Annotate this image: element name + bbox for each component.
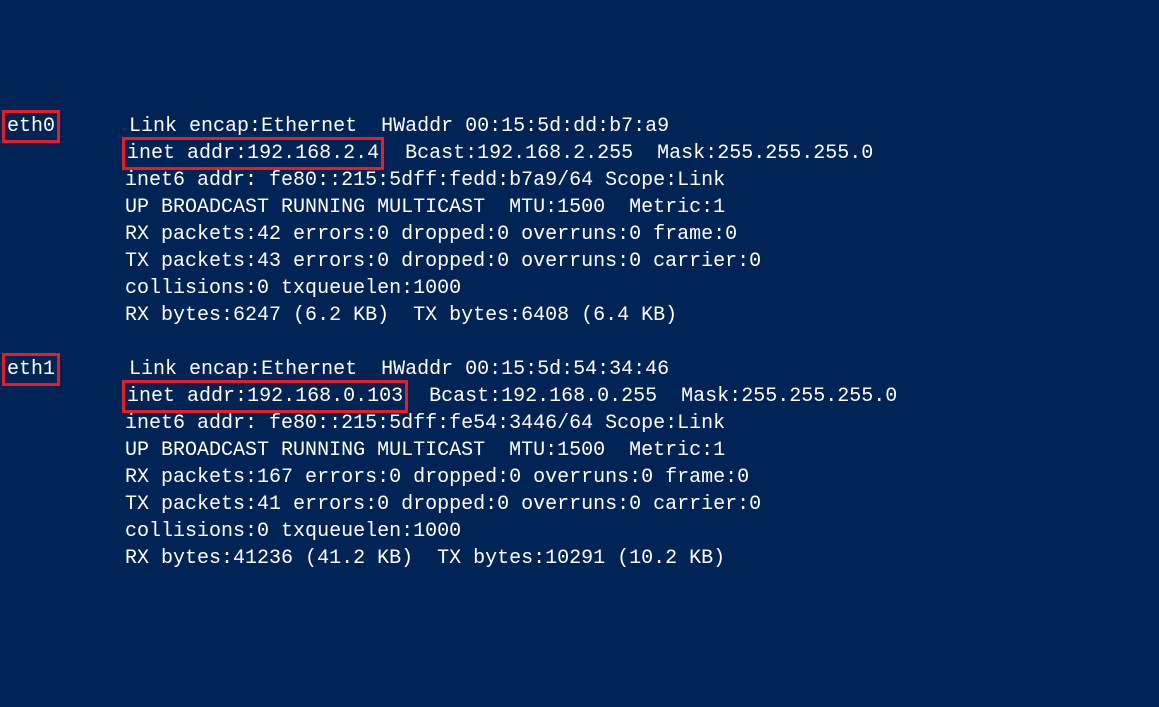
eth0-line4: UP BROADCAST RUNNING MULTICAST MTU:1500 …: [5, 194, 1159, 221]
hwaddr-value: 00:15:5d:54:34:46: [465, 358, 669, 381]
mask-value: 255.255.255.0: [717, 142, 873, 165]
inet-addr-value: 192.168.2.4: [247, 142, 379, 165]
hwaddr-label: HWaddr: [381, 358, 453, 381]
eth1-line4: UP BROADCAST RUNNING MULTICAST MTU:1500 …: [5, 437, 1159, 464]
eth0-line6: TX packets:43 errors:0 dropped:0 overrun…: [5, 248, 1159, 275]
eth0-line3: inet6 addr: fe80::215:5dff:fedd:b7a9/64 …: [5, 167, 1159, 194]
link-encap-value: Ethernet: [261, 358, 357, 381]
eth0-line1: eth0 Link encap:Ethernet HWaddr 00:15:5d…: [5, 113, 1159, 140]
eth0-line8: RX bytes:6247 (6.2 KB) TX bytes:6408 (6.…: [5, 302, 1159, 329]
interface-eth0: eth0 Link encap:Ethernet HWaddr 00:15:5d…: [5, 113, 1159, 329]
eth1-line2: inet addr:192.168.0.103 Bcast:192.168.0.…: [5, 383, 1159, 410]
bytes-line: RX bytes:6247 (6.2 KB) TX bytes:6408 (6.…: [125, 304, 677, 327]
mask-label: Mask:: [681, 385, 741, 408]
eth0-line7: collisions:0 txqueuelen:1000: [5, 275, 1159, 302]
inet-addr-value: 192.168.0.103: [247, 385, 403, 408]
eth1-inet-highlight: inet addr:192.168.0.103: [122, 380, 408, 413]
collisions-line: collisions:0 txqueuelen:1000: [125, 520, 461, 543]
mask-label: Mask:: [657, 142, 717, 165]
interface-eth1: eth1 Link encap:Ethernet HWaddr 00:15:5d…: [5, 356, 1159, 572]
inet-addr-label: inet addr:: [127, 142, 247, 165]
link-encap-label: Link encap:: [129, 115, 261, 138]
bcast-label: Bcast:: [405, 142, 477, 165]
link-encap-value: Ethernet: [261, 115, 357, 138]
tx-packets-line: TX packets:43 errors:0 dropped:0 overrun…: [125, 250, 761, 273]
tx-packets-line: TX packets:41 errors:0 dropped:0 overrun…: [125, 493, 761, 516]
eth1-line8: RX bytes:41236 (41.2 KB) TX bytes:10291 …: [5, 545, 1159, 572]
interface-name: eth0: [7, 115, 55, 138]
inet6-line: inet6 addr: fe80::215:5dff:fe54:3446/64 …: [125, 412, 725, 435]
bytes-line: RX bytes:41236 (41.2 KB) TX bytes:10291 …: [125, 547, 725, 570]
eth1-line5: RX packets:167 errors:0 dropped:0 overru…: [5, 464, 1159, 491]
eth0-line5: RX packets:42 errors:0 dropped:0 overrun…: [5, 221, 1159, 248]
bcast-value: 192.168.2.255: [477, 142, 633, 165]
eth1-name-highlight: eth1: [2, 353, 60, 386]
status-line: UP BROADCAST RUNNING MULTICAST MTU:1500 …: [125, 439, 725, 462]
eth1-line6: TX packets:41 errors:0 dropped:0 overrun…: [5, 491, 1159, 518]
rx-packets-line: RX packets:167 errors:0 dropped:0 overru…: [125, 466, 749, 489]
eth0-line2: inet addr:192.168.2.4 Bcast:192.168.2.25…: [5, 140, 1159, 167]
hwaddr-label: HWaddr: [381, 115, 453, 138]
blank-line: [5, 329, 1159, 356]
eth1-line7: collisions:0 txqueuelen:1000: [5, 518, 1159, 545]
link-encap-label: Link encap:: [129, 358, 261, 381]
eth1-line1: eth1 Link encap:Ethernet HWaddr 00:15:5d…: [5, 356, 1159, 383]
collisions-line: collisions:0 txqueuelen:1000: [125, 277, 461, 300]
eth0-name-highlight: eth0: [2, 110, 60, 143]
mask-value: 255.255.255.0: [741, 385, 897, 408]
eth1-line3: inet6 addr: fe80::215:5dff:fe54:3446/64 …: [5, 410, 1159, 437]
hwaddr-value: 00:15:5d:dd:b7:a9: [465, 115, 669, 138]
interface-name: eth1: [7, 358, 55, 381]
inet6-line: inet6 addr: fe80::215:5dff:fedd:b7a9/64 …: [125, 169, 725, 192]
bcast-label: Bcast:: [429, 385, 501, 408]
rx-packets-line: RX packets:42 errors:0 dropped:0 overrun…: [125, 223, 737, 246]
eth0-inet-highlight: inet addr:192.168.2.4: [122, 137, 384, 170]
status-line: UP BROADCAST RUNNING MULTICAST MTU:1500 …: [125, 196, 725, 219]
inet-addr-label: inet addr:: [127, 385, 247, 408]
bcast-value: 192.168.0.255: [501, 385, 657, 408]
